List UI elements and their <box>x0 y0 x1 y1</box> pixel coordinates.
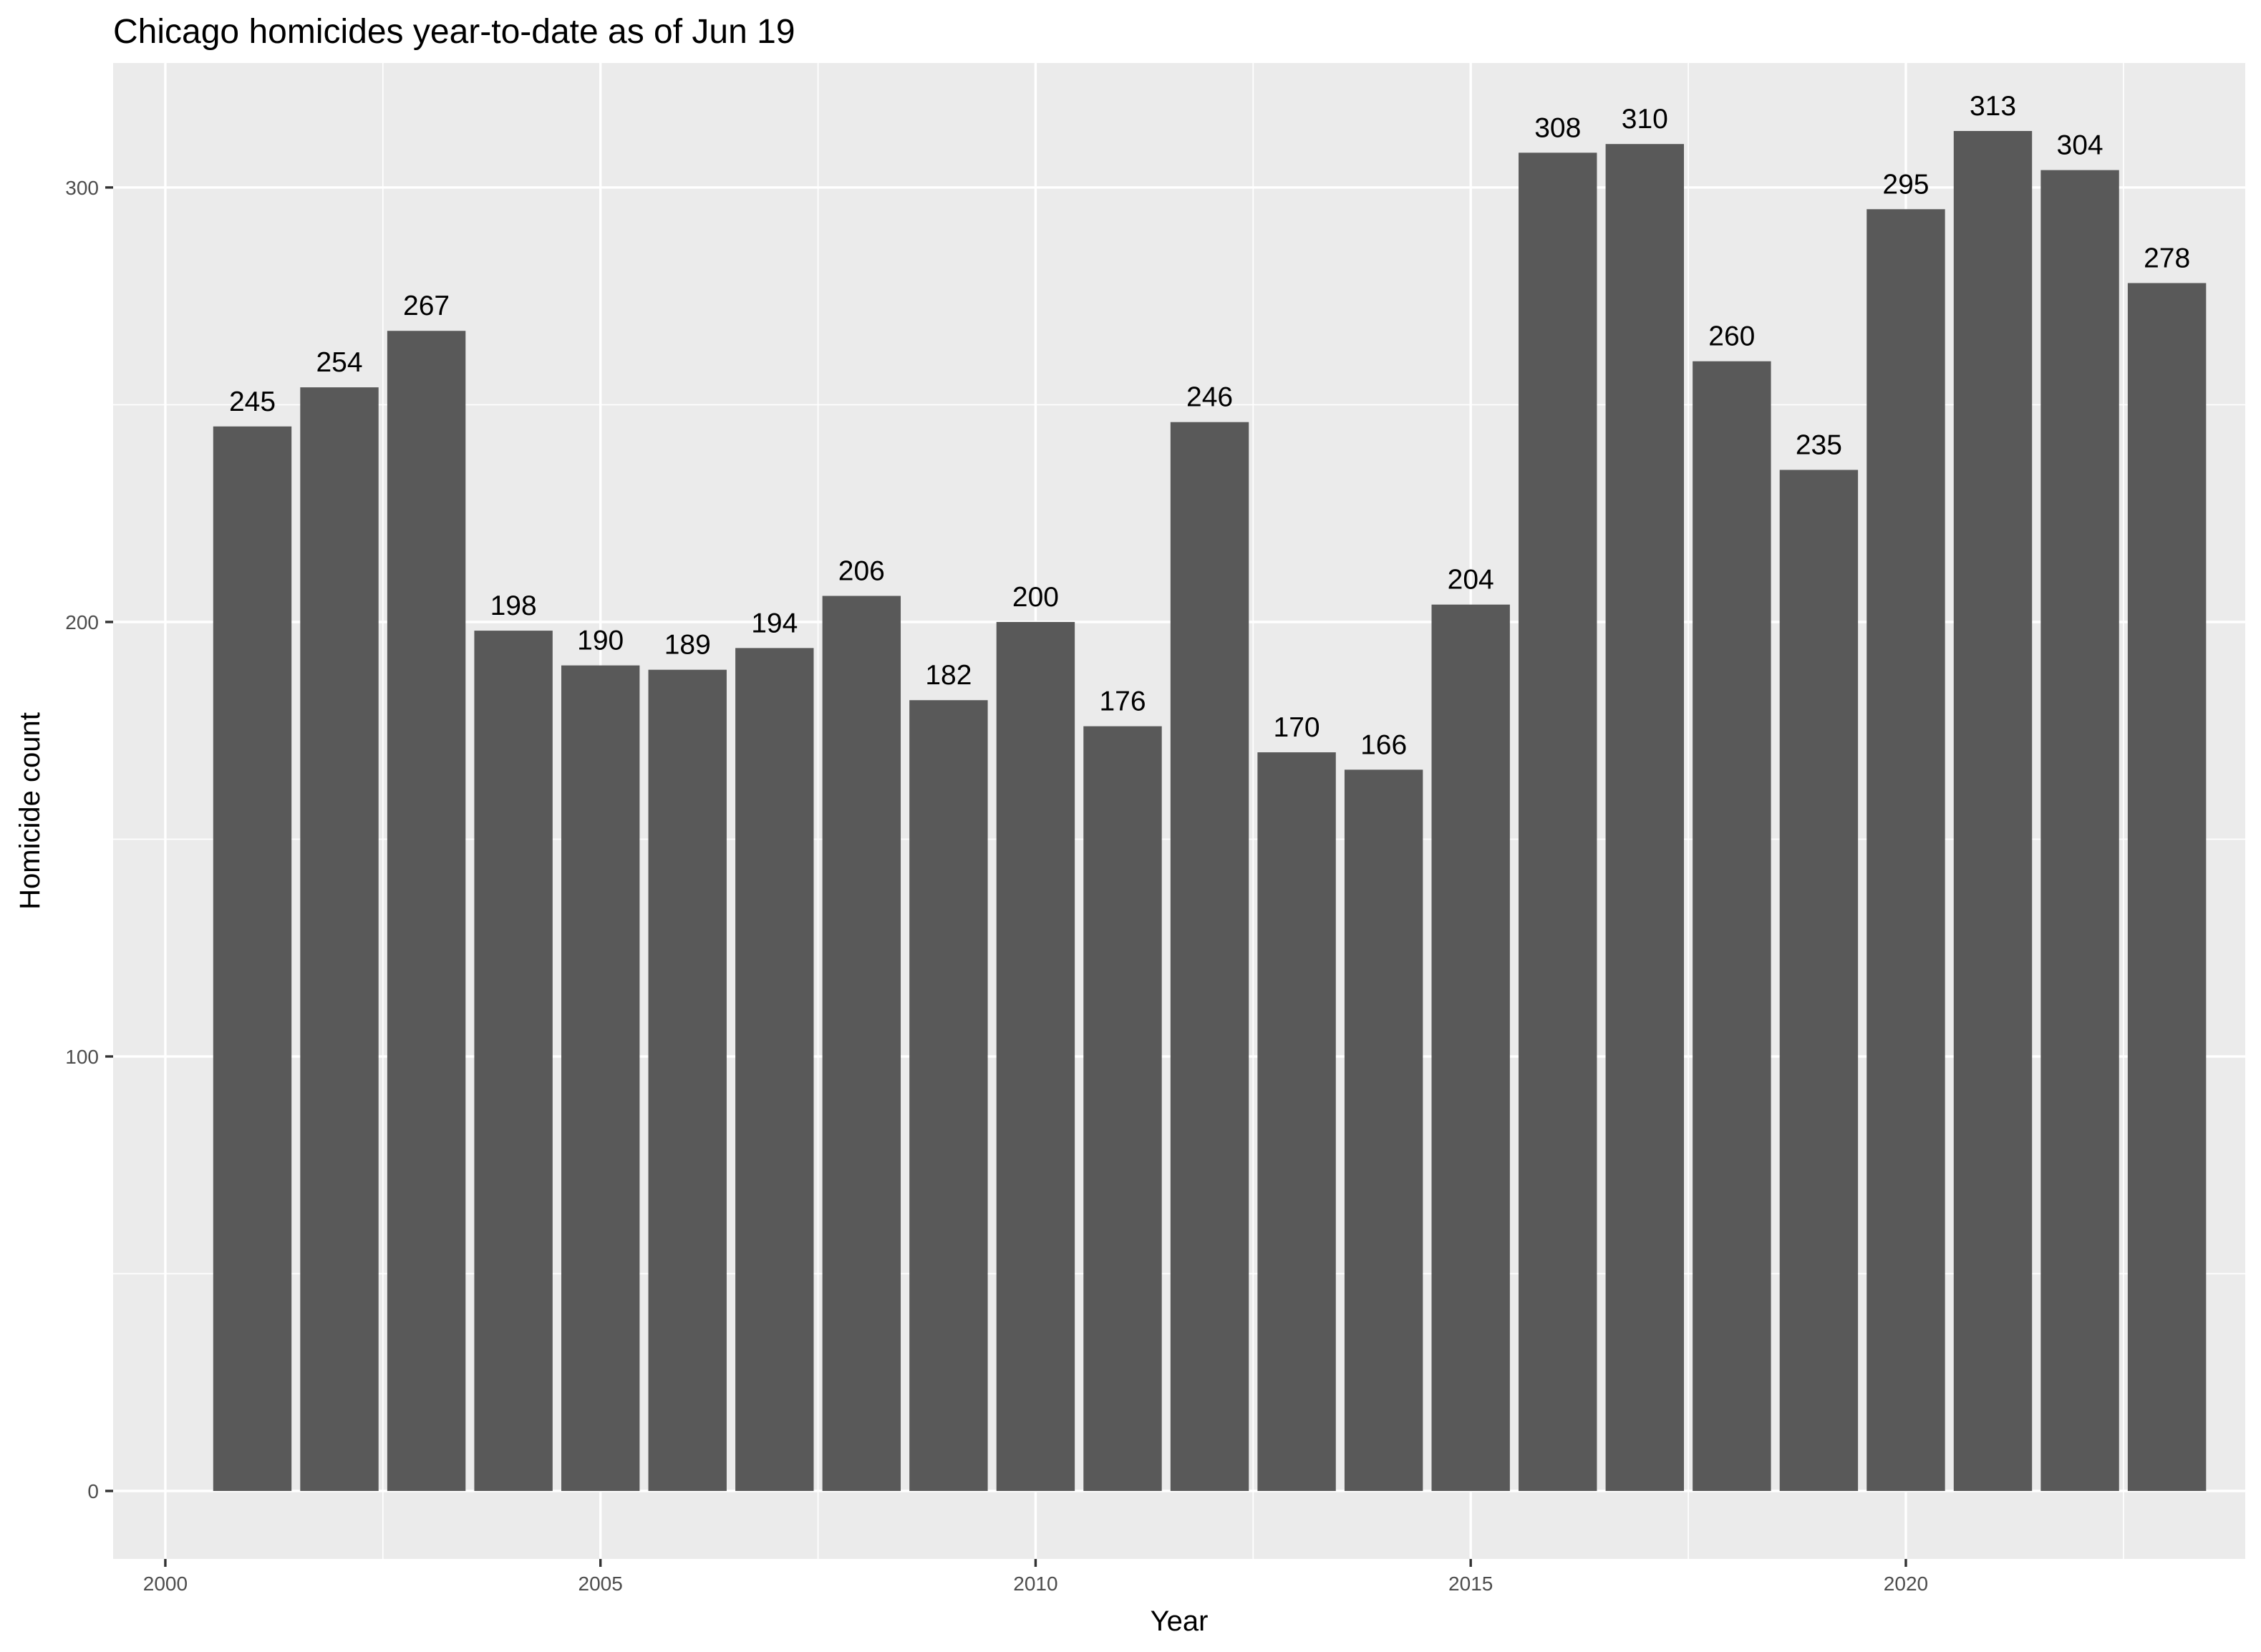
bar-2016 <box>1519 152 1597 1491</box>
data-label-2019: 235 <box>1796 429 1842 460</box>
data-label-2014: 166 <box>1360 729 1407 760</box>
data-label-2001: 245 <box>229 387 276 417</box>
bar-2021 <box>1953 131 2033 1491</box>
y-tick-label: 100 <box>65 1046 99 1068</box>
bar-2010 <box>996 621 1075 1491</box>
x-tick-label: 2015 <box>1448 1573 1493 1595</box>
x-tick-label: 2005 <box>578 1573 623 1595</box>
data-label-2002: 254 <box>316 347 362 378</box>
data-label-2011: 176 <box>1099 686 1146 717</box>
data-label-2005: 190 <box>577 626 624 656</box>
data-label-2021: 313 <box>1970 91 2016 122</box>
bar-2018 <box>1693 361 1771 1492</box>
data-label-2018: 260 <box>1708 321 1755 352</box>
y-tick-label: 0 <box>87 1480 99 1502</box>
bar-2007 <box>735 648 814 1491</box>
data-labels: 245 254 267 198 190 189 194 206 182 200 176 246 170 1… <box>229 91 2190 760</box>
data-label-2016: 308 <box>1534 112 1581 143</box>
bar-2019 <box>1779 470 1859 1491</box>
x-tick-label: 2010 <box>1013 1573 1057 1595</box>
data-label-2003: 267 <box>403 291 450 321</box>
bar-2017 <box>1605 144 1684 1492</box>
data-label-2010: 200 <box>1012 582 1059 613</box>
bars <box>213 131 2207 1492</box>
data-label-2012: 246 <box>1186 382 1233 413</box>
bar-2008 <box>822 596 901 1491</box>
bar-2002 <box>300 387 379 1491</box>
bar-2014 <box>1344 769 1423 1491</box>
bar-2012 <box>1170 422 1249 1492</box>
y-tick-label: 200 <box>65 611 99 633</box>
bar-2001 <box>213 426 292 1491</box>
bar-2006 <box>648 669 727 1492</box>
data-label-2004: 198 <box>490 591 537 621</box>
x-axis-title: Year <box>1151 1605 1209 1637</box>
bar-2009 <box>909 700 988 1491</box>
x-tick-label: 2020 <box>1884 1573 1928 1595</box>
data-label-2020: 295 <box>1882 169 1929 200</box>
bar-2011 <box>1083 726 1162 1491</box>
chart-title: Chicago homicides year-to-date as of Jun… <box>113 13 795 51</box>
bar-2005 <box>561 665 640 1491</box>
data-label-2013: 170 <box>1274 712 1320 743</box>
bar-2015 <box>1431 604 1510 1491</box>
data-label-2007: 194 <box>751 608 798 638</box>
data-label-2023: 278 <box>2144 243 2190 273</box>
data-label-2008: 206 <box>838 556 885 587</box>
data-label-2015: 204 <box>1448 565 1494 596</box>
bar-2020 <box>1867 209 1945 1492</box>
data-label-2022: 304 <box>2057 130 2103 161</box>
y-tick-label: 300 <box>65 177 99 199</box>
bar-2022 <box>2040 170 2119 1492</box>
bar-2013 <box>1257 752 1336 1491</box>
bar-2003 <box>387 331 466 1492</box>
x-tick-label: 2000 <box>143 1573 188 1595</box>
data-label-2006: 189 <box>664 630 711 661</box>
bar-2023 <box>2127 283 2207 1491</box>
y-axis: 0 100 200 300 <box>65 177 113 1502</box>
x-axis: 2000 2005 2010 2015 2020 <box>143 1559 1928 1595</box>
data-label-2017: 310 <box>1622 104 1668 135</box>
bar-2004 <box>474 631 553 1492</box>
y-axis-title: Homicide count <box>14 712 46 910</box>
data-label-2009: 182 <box>925 660 972 691</box>
